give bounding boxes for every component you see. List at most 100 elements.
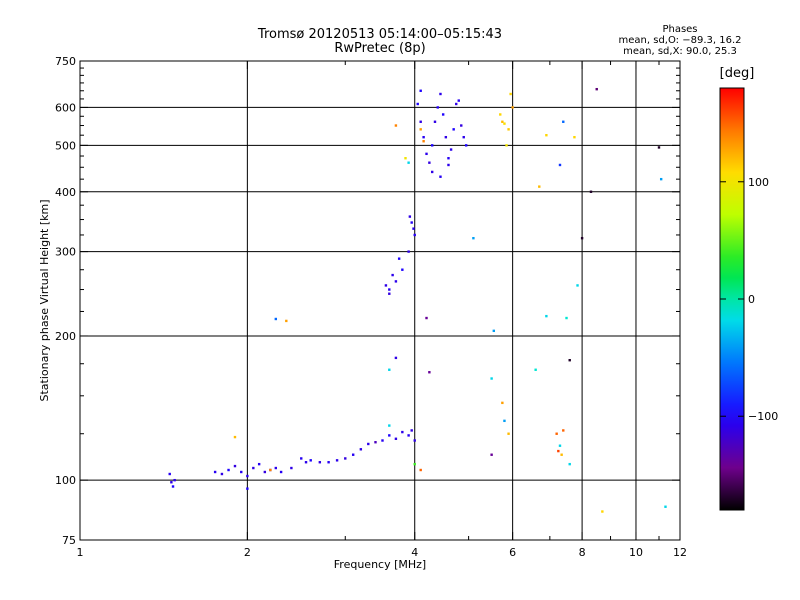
data-point: [304, 461, 308, 464]
data-point: [318, 461, 322, 464]
data-point: [462, 135, 465, 139]
plot-frame: [79, 60, 681, 541]
data-point: [279, 470, 283, 474]
data-point: [428, 371, 431, 374]
data-point: [274, 466, 278, 470]
data-point: [359, 448, 363, 451]
data-point: [505, 144, 508, 147]
data-point: [327, 461, 330, 464]
data-point: [425, 152, 428, 156]
data-point: [419, 89, 422, 92]
x-tick-label: 4: [411, 546, 418, 559]
colorbar-tick-label: 100: [748, 176, 769, 189]
data-point: [227, 468, 230, 472]
data-point: [300, 457, 303, 460]
data-point: [447, 157, 450, 160]
data-point: [246, 487, 249, 490]
phases-heading: Phases: [662, 24, 698, 35]
x-tick-label: 6: [509, 546, 516, 559]
data-point: [576, 284, 579, 287]
x-tick-label: 8: [579, 546, 586, 559]
data-point: [501, 401, 504, 405]
data-point: [499, 113, 502, 116]
data-point: [374, 441, 377, 444]
data-point: [601, 510, 604, 513]
y-tick-label: 750: [55, 55, 76, 68]
data-point: [507, 128, 510, 131]
data-point: [384, 284, 388, 287]
data-point: [394, 356, 398, 360]
data-point: [472, 236, 475, 240]
data-point: [568, 359, 571, 362]
data-point: [233, 435, 237, 439]
y-tick-label: 200: [55, 330, 76, 343]
y-axis-label: Stationary phase Virtual Height [km]: [38, 199, 51, 401]
data-point: [335, 459, 339, 462]
data-point: [422, 140, 425, 143]
data-point: [401, 430, 404, 434]
data-point: [170, 481, 173, 484]
data-point: [394, 124, 398, 127]
data-point: [263, 470, 267, 474]
data-point: [309, 459, 312, 462]
data-point: [416, 102, 419, 106]
data-point: [388, 424, 391, 427]
data-point: [171, 485, 175, 488]
data-point: [444, 135, 448, 139]
y-tick-label: 100: [55, 474, 76, 487]
data-point: [233, 464, 237, 468]
data-point: [388, 434, 391, 437]
colorbar-unit-label: [deg]: [719, 66, 755, 81]
data-point: [439, 175, 442, 178]
data-point: [490, 377, 493, 380]
y-tick-label: 600: [55, 101, 76, 114]
data-point: [507, 432, 510, 435]
data-point: [388, 292, 391, 295]
data-point: [290, 466, 293, 470]
data-point: [246, 474, 249, 478]
data-point: [344, 457, 347, 460]
data-point: [422, 135, 425, 139]
data-point: [545, 133, 548, 137]
data-point: [492, 329, 496, 333]
data-point: [565, 316, 568, 320]
data-point: [220, 472, 224, 476]
x-tick-label: 12: [673, 546, 687, 559]
x-tick-label: 1: [77, 546, 84, 559]
data-point: [558, 444, 562, 447]
data-point: [168, 472, 171, 476]
data-point: [573, 135, 576, 139]
data-point: [240, 470, 243, 474]
data-point: [430, 144, 434, 147]
x-tick-label: 10: [629, 546, 643, 559]
data-point: [562, 120, 565, 123]
y-tick-label: 400: [55, 186, 76, 199]
x-tick-label: 2: [244, 546, 251, 559]
data-point: [503, 122, 506, 125]
data-point: [419, 128, 422, 131]
data-point: [419, 468, 422, 472]
data-point: [252, 466, 255, 470]
data-point: [410, 429, 413, 432]
data-point: [285, 319, 288, 323]
chart-title: Tromsø 20120513 05:14:00–05:15:43: [257, 27, 503, 42]
data-point: [568, 462, 571, 466]
data-point: [351, 453, 355, 456]
x-axis-label: Frequency [MHz]: [334, 558, 426, 571]
data-point: [457, 99, 460, 102]
data-point: [401, 268, 404, 271]
data-point: [595, 87, 598, 91]
data-point: [509, 92, 512, 96]
data-point: [555, 432, 558, 435]
data-point: [407, 250, 410, 253]
phases-o-stats: mean, sd,O: −89.3, 16.2: [618, 35, 742, 46]
data-point: [413, 233, 416, 237]
data-point: [441, 113, 445, 116]
data-point: [404, 157, 407, 160]
data-point: [410, 221, 413, 224]
data-point: [439, 92, 442, 96]
data-point: [455, 102, 458, 106]
data-point: [545, 314, 548, 318]
